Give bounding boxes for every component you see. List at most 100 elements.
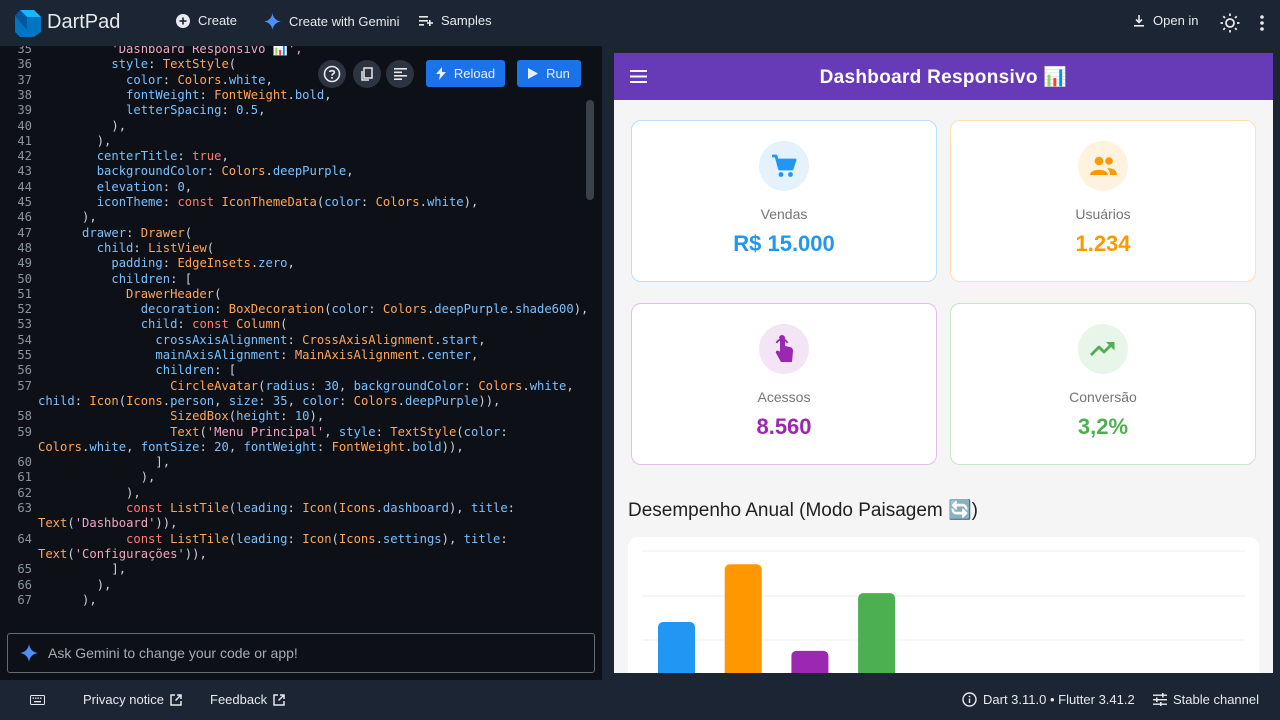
- stat-label: Vendas: [760, 206, 808, 222]
- stat-label: Acessos: [757, 389, 811, 405]
- more-menu-button[interactable]: [1260, 15, 1264, 31]
- line-number: 55: [17, 348, 32, 362]
- code-text: Text('Configurações')),: [38, 546, 207, 561]
- open-in-button[interactable]: Open in: [1133, 13, 1199, 28]
- line-number: 44: [17, 179, 32, 194]
- code-text: ),: [38, 592, 97, 607]
- keyboard-shortcuts-button[interactable]: [30, 695, 45, 705]
- line-number: 38: [17, 87, 32, 102]
- code-text: ),: [38, 577, 112, 592]
- line-number: 57: [17, 378, 32, 393]
- line-number: 36: [17, 57, 32, 72]
- code-text: color: Colors.white,: [38, 72, 273, 87]
- sun-icon: [1220, 13, 1240, 33]
- line-number: 49: [17, 256, 32, 271]
- stat-label: Usuários: [1075, 206, 1131, 222]
- line-number: 58: [17, 409, 32, 424]
- code-text: Text('Menu Principal', style: TextStyle(…: [38, 424, 508, 439]
- gemini-prompt-area: [0, 620, 602, 680]
- line-number: 60: [17, 455, 32, 470]
- code-text: child: const Column(: [38, 317, 288, 332]
- app-brand: DartPad: [47, 11, 121, 33]
- create-button[interactable]: Create: [176, 13, 237, 28]
- code-text: mainAxisAlignment: MainAxisAlignment.cen…: [38, 348, 479, 362]
- line-number: 64: [17, 531, 32, 546]
- code-text: decoration: BoxDecoration(color: Colors.…: [38, 302, 589, 317]
- line-number: 62: [17, 485, 32, 500]
- code-text: ),: [38, 133, 112, 148]
- editor-scrollbar[interactable]: [586, 100, 594, 200]
- help-button[interactable]: [318, 60, 346, 88]
- app-bar-title: Dashboard Responsivo 📊: [819, 67, 1068, 88]
- privacy-notice-link[interactable]: Privacy notice: [83, 692, 182, 707]
- create-with-gemini-button[interactable]: Create with Gemini: [264, 13, 400, 30]
- bar-chart: [642, 550, 1245, 673]
- stat-value: 3,2%: [1077, 414, 1129, 439]
- line-number: 39: [17, 103, 32, 118]
- copy-button[interactable]: [353, 60, 381, 88]
- stat-card-vendas: Vendas R$ 15.000: [631, 120, 937, 282]
- stat-label: Conversão: [1069, 389, 1137, 405]
- run-button[interactable]: Run: [517, 60, 581, 87]
- code-text: elevation: 0,: [38, 179, 193, 194]
- copy-icon: [361, 67, 373, 81]
- gemini-prompt-input[interactable]: [48, 645, 588, 661]
- stat-icon-circle: [759, 324, 809, 374]
- format-button[interactable]: [386, 60, 414, 88]
- line-number: 37: [17, 72, 32, 87]
- code-text: centerTitle: true,: [38, 149, 229, 164]
- reload-button[interactable]: Reload: [426, 60, 505, 87]
- theme-toggle-button[interactable]: [1220, 13, 1240, 33]
- code-text: ],: [38, 455, 171, 470]
- code-text: ],: [38, 562, 127, 577]
- top-bar: DartPad Create Create with Gemini Sample…: [0, 0, 1280, 46]
- samples-button[interactable]: Samples: [419, 13, 492, 28]
- line-number: 56: [17, 363, 32, 378]
- stat-card-conversao: Conversão 3,2%: [950, 303, 1256, 465]
- chart-bar: [791, 650, 829, 673]
- line-number: 63: [17, 501, 32, 515]
- code-text: Colors.white, fontSize: 20, fontWeight: …: [38, 439, 464, 454]
- bottom-bar: Privacy notice Feedback Dart 3.11.0 • Fl…: [0, 680, 1280, 720]
- app-bar: Dashboard Responsivo 📊: [614, 53, 1273, 100]
- stat-value: 8.560: [756, 414, 812, 439]
- app-preview[interactable]: Dashboard Responsivo 📊 Vendas R$ 15.000 …: [614, 53, 1273, 673]
- code-text: CircleAvatar(radius: 30, backgroundColor…: [38, 378, 574, 393]
- line-number: 65: [17, 562, 32, 577]
- version-info[interactable]: Dart 3.11.0 • Flutter 3.41.2: [962, 692, 1135, 707]
- line-number: 46: [17, 210, 32, 225]
- format-align-icon: [393, 68, 407, 80]
- code-text: letterSpacing: 0.5,: [38, 103, 266, 118]
- code-editor[interactable]: 35 'Dashboard Responsivo 📊', 36 style: Te…: [0, 46, 602, 620]
- line-number: 61: [17, 470, 32, 485]
- download-icon: [1134, 14, 1144, 27]
- code-text: DrawerHeader(: [38, 286, 222, 301]
- line-number: 54: [17, 332, 32, 347]
- feedback-link[interactable]: Feedback: [210, 692, 285, 707]
- bolt-icon: [435, 67, 446, 80]
- code-text: Text('Dashboard')),: [38, 516, 178, 531]
- stat-card-usuarios: Usuários 1.234: [950, 120, 1256, 282]
- trending-up-icon: [1090, 342, 1115, 356]
- help-icon: [323, 65, 341, 83]
- more-vert-icon: [1260, 15, 1264, 31]
- channel-selector[interactable]: Stable channel: [1153, 692, 1259, 707]
- chart-bar: [724, 564, 762, 673]
- line-number: 47: [17, 225, 32, 240]
- gemini-input-box[interactable]: [7, 633, 595, 673]
- code-text: ),: [38, 485, 141, 500]
- line-number: 66: [17, 577, 32, 592]
- stat-card-acessos: Acessos 8.560: [631, 303, 937, 465]
- code-text: child: ListView(: [38, 240, 215, 255]
- line-number: 43: [17, 164, 32, 179]
- shopping-cart-icon: [772, 154, 797, 177]
- gemini-sparkle-icon: [20, 644, 38, 662]
- code-text: style: TextStyle(: [38, 57, 237, 72]
- line-number: 67: [17, 592, 32, 607]
- menu-icon[interactable]: [630, 70, 647, 83]
- tune-icon: [1153, 693, 1167, 706]
- chart-bar: [858, 593, 896, 673]
- code-text: const ListTile(leading: Icon(Icons.dashb…: [38, 501, 516, 515]
- line-number: 52: [17, 302, 32, 317]
- code-text: drawer: Drawer(: [38, 225, 193, 240]
